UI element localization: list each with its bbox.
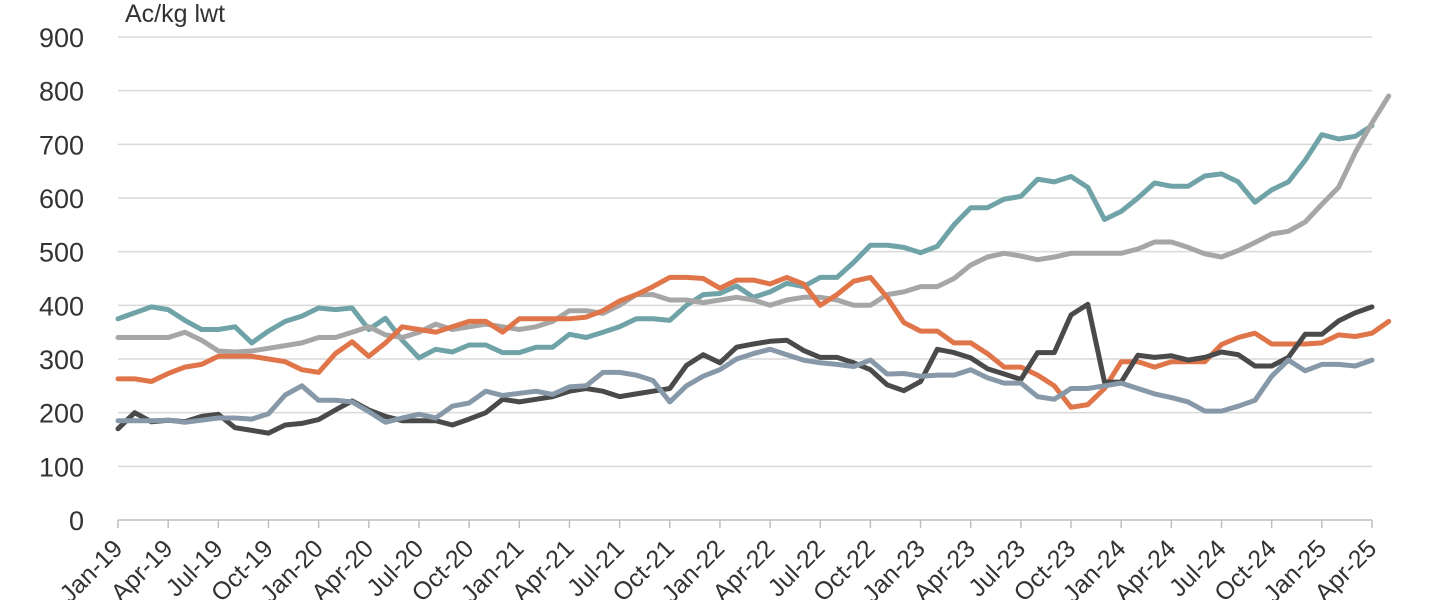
series-line-1 (115, 123, 1375, 361)
y-axis-unit-label: Ac/kg lwt (125, 0, 226, 28)
series-line-4 (115, 301, 1375, 436)
series-line-5 (115, 346, 1375, 425)
y-tick-label: 500 (39, 238, 84, 268)
series-line-2 (115, 93, 1392, 355)
y-tick-label: 600 (39, 184, 84, 214)
y-tick-label: 700 (39, 130, 84, 160)
y-tick-label: 400 (39, 291, 84, 321)
y-tick-label: 100 (39, 452, 84, 482)
y-tick-label: 200 (39, 399, 84, 429)
y-tick-label: 900 (39, 23, 84, 53)
y-tick-label: 0 (69, 506, 84, 536)
series-line-3 (115, 274, 1392, 410)
y-tick-label: 300 (39, 345, 84, 375)
y-tick-label: 800 (39, 77, 84, 107)
